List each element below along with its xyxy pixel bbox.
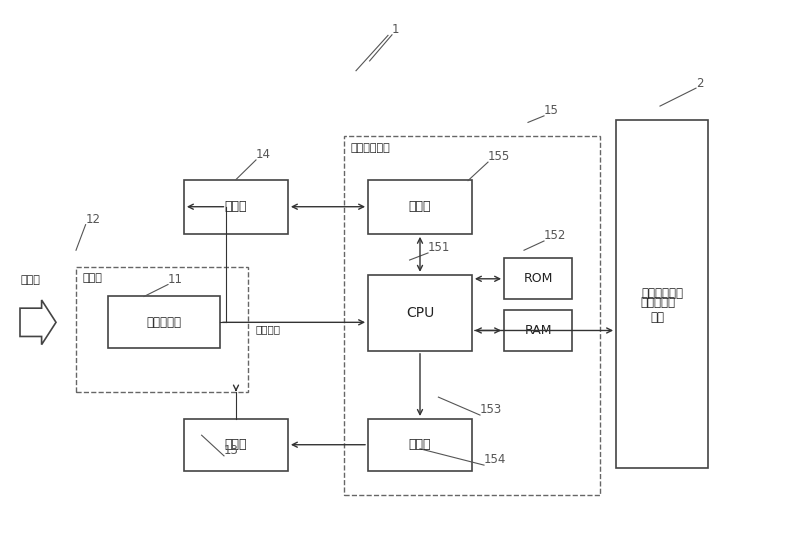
Bar: [504, 258, 572, 299]
Text: 1: 1: [392, 23, 399, 36]
Text: 接通／断开
控制: 接通／断开 控制: [640, 296, 675, 324]
Bar: [184, 419, 288, 471]
Bar: [504, 310, 572, 351]
Text: 14: 14: [256, 148, 271, 161]
Text: 驱动器: 驱动器: [409, 438, 431, 451]
Text: 152: 152: [544, 230, 566, 243]
Text: 11: 11: [168, 273, 183, 286]
Bar: [368, 419, 472, 471]
Text: 检测信号: 检测信号: [255, 324, 281, 334]
Text: 图像形成装置: 图像形成装置: [641, 287, 683, 300]
Bar: [76, 267, 248, 392]
Text: 155: 155: [488, 150, 510, 163]
Text: 151: 151: [428, 242, 450, 255]
Text: 电动机: 电动机: [225, 438, 247, 451]
Bar: [184, 180, 288, 234]
Text: 透镜组: 透镜组: [82, 273, 102, 283]
Text: 编码器: 编码器: [225, 200, 247, 213]
Bar: [368, 180, 472, 234]
Text: 2: 2: [696, 77, 703, 90]
Text: 人感传感器: 人感传感器: [146, 316, 182, 329]
Text: 传感器控制器: 传感器控制器: [350, 143, 390, 152]
Text: 154: 154: [484, 454, 506, 467]
Text: 存储器: 存储器: [409, 200, 431, 213]
Bar: [368, 275, 472, 351]
Text: CPU: CPU: [406, 306, 434, 320]
Text: 红外线: 红外线: [21, 275, 40, 285]
FancyArrow shape: [20, 300, 56, 345]
Bar: [108, 296, 220, 348]
Text: ROM: ROM: [523, 273, 553, 285]
Text: 153: 153: [480, 404, 502, 417]
Text: 15: 15: [544, 104, 559, 118]
Text: 13: 13: [224, 444, 239, 458]
Bar: [344, 136, 600, 495]
Text: RAM: RAM: [524, 324, 552, 337]
Text: 12: 12: [86, 213, 101, 226]
Bar: [616, 120, 708, 468]
